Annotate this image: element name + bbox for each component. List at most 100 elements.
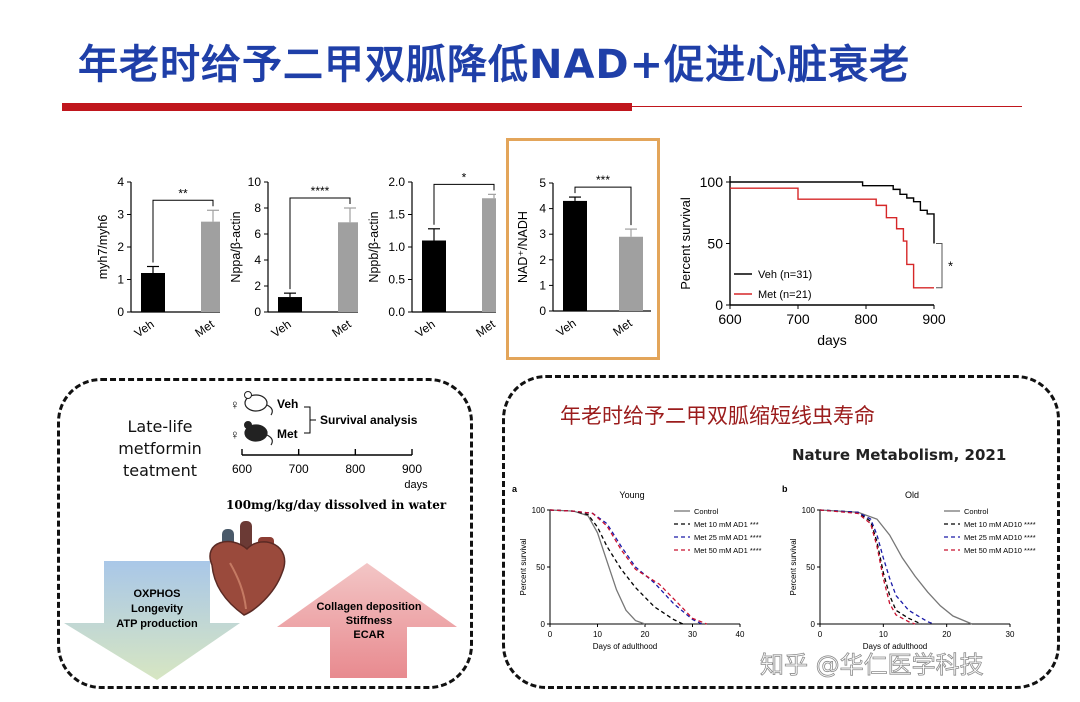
heart-body [209,540,286,616]
x-axis-label: Days of adulthood [863,642,928,651]
y-tick-label: 4 [539,202,546,216]
y-tick-label: 100 [532,506,546,515]
mouse-tail [266,434,273,446]
down-arrow-text: Longevity [131,603,184,615]
bar-chart-nad: 0 1 2 3 4 5 Veh Met *** NAD⁺/NADH [516,173,651,339]
panel-title: Young [619,490,644,500]
panel-title: Old [905,490,919,500]
significance-stars: *** [596,173,610,187]
worm-heading: 年老时给予二甲双胍缩短线虫寿命 [560,404,875,428]
y-tick-label: 100 [802,506,816,515]
timeline-label: 900 [402,462,422,476]
survival-curve [549,509,703,625]
y-tick-label: 5 [539,176,546,190]
significance-bracket [433,183,495,225]
category-label: Veh [132,317,157,340]
down-arrow [64,561,240,680]
legend-label: Met 25 mM AD1 **** [694,533,762,542]
bar [338,222,358,312]
y-tick-label: 0.0 [388,305,405,319]
bar [278,297,302,312]
y-tick-label: 1.5 [388,208,405,222]
x-axis-label: Days of adulthood [593,642,658,651]
survival-chart: 0 50 100 600 700 800 900 days Percent survival Ve… [678,174,953,348]
significance-stars: ** [178,186,188,200]
experiment-design-box [57,378,473,689]
title-underline-thin [632,106,1022,107]
y-tick-label: 2 [539,253,546,267]
y-axis-label: Nppa/β-actin [229,211,243,282]
x-tick-label: 0 [548,630,553,639]
y-tick-label: 3 [539,227,546,241]
survival-curve [549,509,707,625]
survival-curve [549,509,684,625]
category-label: Veh [554,316,579,339]
effect-arrows: OXPHOS Longevity ATP production Collagen de… [64,521,457,680]
significance-bracket [574,186,632,226]
y-tick-label: 1 [539,278,546,292]
up-arrow-text: ECAR [353,629,384,641]
mouse-body [244,424,268,442]
x-tick-label: 30 [1006,630,1015,639]
y-tick-label: 10 [248,175,262,189]
survival-curve [549,509,646,625]
legend-label: Met 50 mM AD10 **** [964,546,1036,555]
y-tick-label: 0.5 [388,273,405,287]
y-axis-label: myh7/myh6 [96,215,110,280]
y-tick-label: 50 [806,563,815,572]
y-axis-label: Percent survival [519,538,528,595]
legend-label: Control [964,507,989,516]
mouse-tail [266,404,273,416]
group-label: Met [277,427,298,441]
x-tick-label: 700 [786,311,810,327]
y-tick-label: 100 [700,174,724,190]
legend-label: Veh (n=31) [758,269,812,281]
worm-study-box [502,375,1060,689]
y-tick-label: 1.0 [388,240,405,254]
y-tick-label: 0 [541,620,546,629]
significance-star: * [948,259,953,274]
side-label: Late-life metformin teatment [118,417,202,480]
y-axis-label: NAD⁺/NADH [516,211,530,283]
survival-curve [819,509,973,625]
bar [619,236,643,311]
y-tick-label: 4 [254,253,261,267]
survival-curve [819,509,922,625]
survival-curve [819,509,916,625]
analysis-label: Survival analysis [320,413,418,427]
category-label: Met [329,317,354,340]
slide-title: 年老时给予二甲双胍降低NAD+促进心脏衰老 [78,42,911,88]
y-tick-label: 0 [539,304,546,318]
sex-symbol: ♀ [230,397,240,412]
up-arrow [277,563,457,678]
mouse-ear [244,421,252,429]
x-tick-label: 600 [718,311,742,327]
mouse-icon [244,391,273,416]
y-tick-label: 50 [707,236,723,252]
y-tick-label: 0 [117,305,124,319]
y-tick-label: 50 [536,563,545,572]
bar [422,240,446,312]
significance-bracket [152,199,214,263]
x-tick-label: 30 [688,630,697,639]
x-tick-label: 900 [922,311,946,327]
citation: Nature Metabolism, 2021 [792,446,1007,464]
legend-label: Met (n=21) [758,289,812,301]
survival-curve [730,187,934,289]
heart-icon [209,521,286,616]
y-tick-label: 0 [254,305,261,319]
timeline-unit: days [404,479,428,491]
timeline-label: 700 [289,462,309,476]
survival-curve [730,181,935,244]
y-tick-label: 8 [254,201,261,215]
y-tick-label: 4 [117,175,124,189]
y-tick-label: 3 [117,208,124,222]
timeline-label: 800 [345,462,365,476]
x-tick-label: 800 [854,311,878,327]
x-axis-label: days [817,332,847,348]
significance-bracket [936,243,943,289]
x-tick-label: 40 [736,630,745,639]
up-arrow-text: Collagen deposition [316,601,421,613]
legend-label: Met 50 mM AD1 **** [694,546,762,555]
